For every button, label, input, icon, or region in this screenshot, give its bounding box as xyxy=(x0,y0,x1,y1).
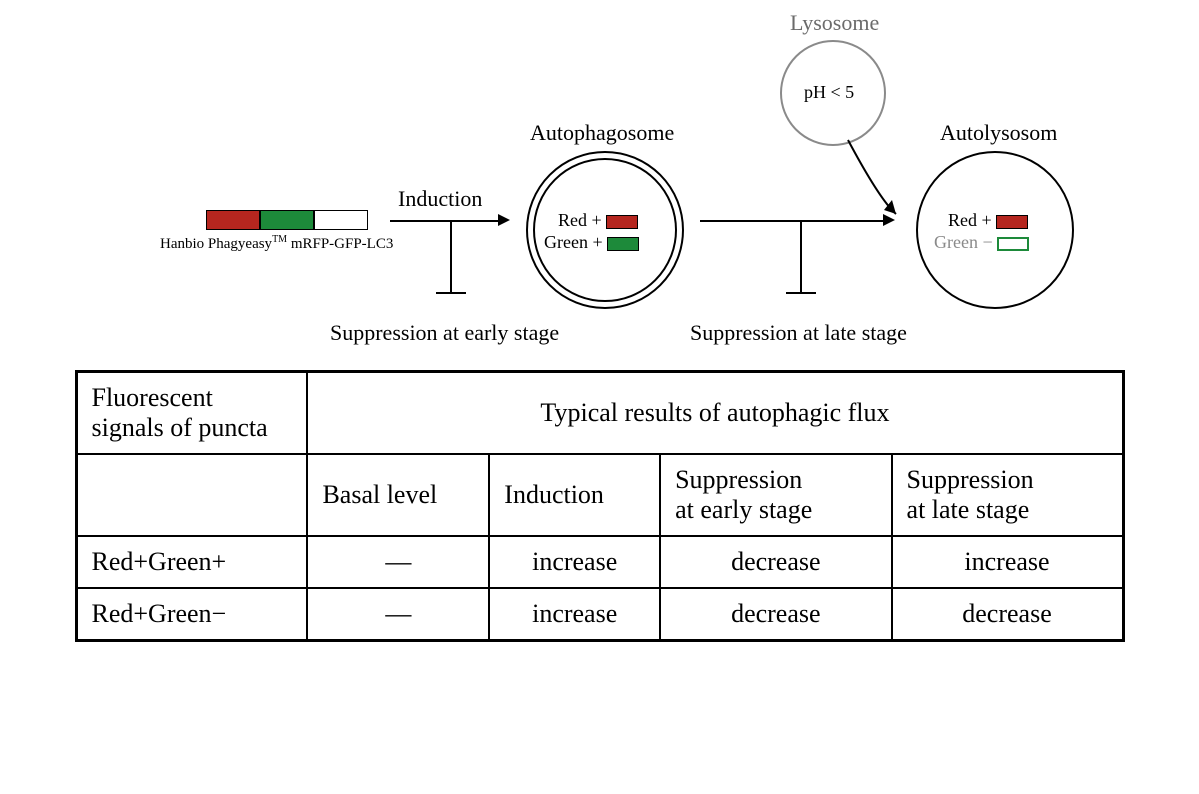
table-row: Red+Green− — increase decrease decrease xyxy=(76,588,1123,641)
table-row: Red+Green+ — increase decrease increase xyxy=(76,536,1123,588)
autolysosome-red-row: Red + xyxy=(948,210,1028,231)
row2-cell-3: decrease xyxy=(892,588,1123,641)
row1-cell-3: increase xyxy=(892,536,1123,588)
table-header-row-2: Basal level Induction Suppressionat earl… xyxy=(76,454,1123,536)
autolysosome-green-box xyxy=(997,237,1029,251)
header-col1-line1: Fluorescent xyxy=(92,383,213,412)
diagram-area: Hanbio PhagyeasyTM mRFP-GFP-LC3 Inductio… xyxy=(0,0,1199,370)
header-blank xyxy=(76,454,307,536)
table-wrap: Fluorescent signals of puncta Typical re… xyxy=(0,370,1199,642)
autolysosome-red-label: Red + xyxy=(948,210,992,230)
col-basal: Basal level xyxy=(307,454,489,536)
autolysosome-label: Autolysosom xyxy=(940,120,1057,146)
header-col1-line2: signals of puncta xyxy=(92,413,268,442)
row2-cell-0: — xyxy=(307,588,489,641)
autolysosome-green-label: Green − xyxy=(934,232,993,252)
flux-table: Fluorescent signals of puncta Typical re… xyxy=(75,370,1125,642)
autolysosome-red-box xyxy=(996,215,1028,229)
col-supp-late: Suppressionat late stage xyxy=(892,454,1123,536)
header-col1: Fluorescent signals of puncta xyxy=(76,372,307,455)
col-supp-early: Suppressionat early stage xyxy=(660,454,891,536)
header-span: Typical results of autophagic flux xyxy=(307,372,1123,455)
row2-cell-2: decrease xyxy=(660,588,891,641)
autolysosome-green-row: Green − xyxy=(934,232,1029,253)
row2-label: Red+Green− xyxy=(76,588,307,641)
col-induction: Induction xyxy=(489,454,660,536)
row2-cell-1: increase xyxy=(489,588,660,641)
row1-cell-1: increase xyxy=(489,536,660,588)
row1-cell-2: decrease xyxy=(660,536,891,588)
table-header-row-1: Fluorescent signals of puncta Typical re… xyxy=(76,372,1123,455)
row1-cell-0: — xyxy=(307,536,489,588)
row1-label: Red+Green+ xyxy=(76,536,307,588)
